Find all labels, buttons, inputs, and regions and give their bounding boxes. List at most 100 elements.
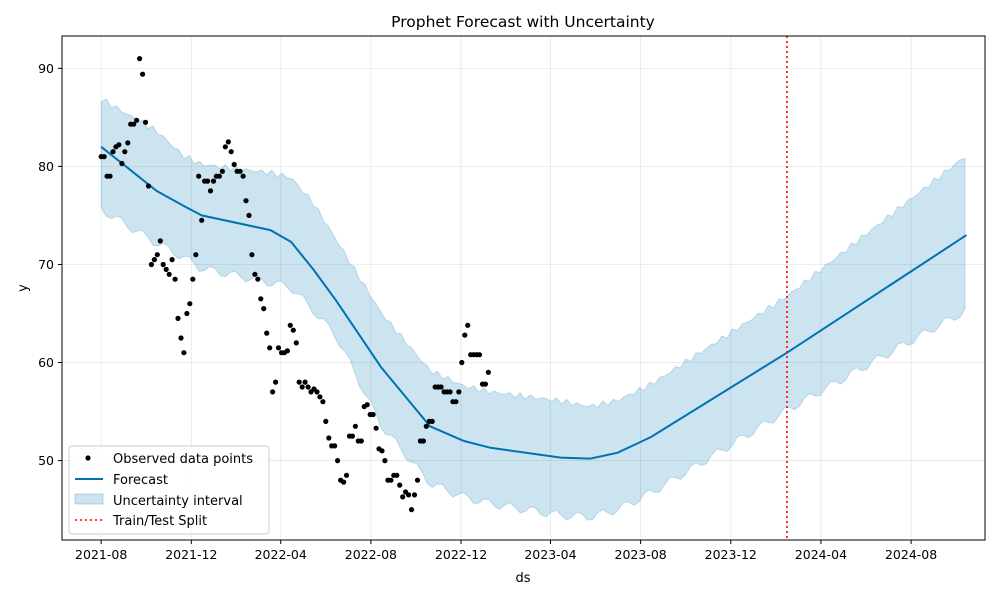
observed-point — [394, 472, 400, 478]
observed-point — [476, 352, 483, 358]
observed-point — [166, 271, 172, 277]
x-tick-label: 2023-12 — [705, 547, 757, 562]
observed-point — [364, 402, 370, 408]
observed-point — [305, 384, 311, 390]
observed-point — [320, 399, 326, 405]
observed-point — [293, 340, 299, 346]
legend-split-label: Train/Test Split — [112, 514, 207, 529]
observed-point — [411, 492, 418, 498]
observed-point — [101, 154, 107, 160]
observed-point — [456, 389, 462, 395]
observed-point — [131, 121, 137, 127]
observed-point — [388, 477, 394, 483]
observed-point — [134, 117, 140, 123]
observed-point — [408, 507, 415, 513]
y-tick-label: 80 — [38, 159, 54, 174]
observed-point — [196, 173, 202, 179]
observed-point — [160, 261, 166, 268]
observed-point — [370, 411, 376, 418]
observed-point — [231, 161, 237, 168]
observed-point — [210, 178, 217, 184]
observed-point — [341, 479, 347, 485]
observed-point — [275, 345, 282, 351]
observed-point — [299, 384, 305, 390]
observed-point — [264, 330, 270, 336]
observed-point — [237, 168, 243, 174]
observed-point — [163, 266, 169, 272]
observed-point — [414, 477, 421, 483]
observed-point — [207, 188, 214, 194]
observed-point — [406, 492, 412, 498]
observed-point — [140, 71, 146, 77]
observed-point — [317, 394, 323, 400]
x-tick-label: 2023-04 — [524, 547, 576, 562]
observed-point — [181, 350, 187, 356]
observed-point — [382, 458, 388, 464]
observed-point — [302, 379, 308, 385]
observed-points — [98, 56, 491, 513]
observed-point — [228, 149, 234, 155]
legend-uncertainty-swatch — [74, 493, 104, 505]
observed-point — [240, 173, 246, 179]
x-tick-label: 2021-08 — [75, 547, 127, 562]
observed-point — [225, 139, 231, 145]
legend: Observed data points Forecast Uncertaint… — [68, 445, 270, 535]
plot-frame — [61, 35, 986, 541]
observed-point — [459, 359, 465, 366]
observed-point — [175, 315, 181, 321]
observed-point — [193, 252, 199, 258]
x-tick-label: 2024-04 — [795, 547, 847, 562]
observed-point — [438, 384, 444, 390]
observed-point — [219, 168, 225, 174]
observed-point — [184, 310, 190, 317]
observed-point — [169, 257, 175, 263]
y-tick-label: 60 — [38, 355, 54, 370]
forecast-line — [100, 146, 968, 460]
observed-point — [482, 381, 488, 387]
observed-point — [255, 276, 261, 282]
legend-uncertainty-label: Uncertainty interval — [113, 494, 243, 509]
x-tick-label: 2022-08 — [345, 547, 397, 562]
observed-point — [335, 458, 341, 464]
observed-point — [243, 198, 249, 204]
observed-point — [119, 160, 125, 167]
x-tick-label: 2022-12 — [435, 547, 487, 562]
observed-point — [172, 276, 178, 282]
observed-point — [199, 217, 205, 223]
y-axis-label: y — [16, 284, 31, 292]
observed-point — [326, 435, 332, 441]
observed-point — [142, 119, 149, 125]
observed-point — [267, 345, 273, 351]
observed-point — [116, 142, 122, 148]
x-tick-label: 2021-12 — [165, 547, 217, 562]
observed-point — [187, 301, 193, 307]
observed-point — [343, 472, 350, 478]
observed-point — [290, 327, 296, 333]
observed-point — [258, 296, 264, 302]
grid-lines — [62, 36, 985, 540]
observed-point — [125, 140, 131, 146]
observed-point — [110, 149, 116, 155]
observed-point — [252, 271, 258, 277]
observed-point — [157, 238, 163, 244]
observed-point — [190, 276, 196, 282]
y-tick-label: 50 — [38, 453, 54, 468]
observed-point — [216, 173, 222, 179]
observed-point — [178, 335, 184, 341]
x-tick-label: 2022-04 — [255, 547, 307, 562]
observed-point — [154, 252, 160, 258]
observed-point — [270, 389, 276, 395]
observed-point — [249, 252, 255, 258]
observed-point — [453, 399, 459, 405]
observed-point — [447, 389, 453, 395]
y-axis-ticks: 50 60 70 80 90 — [38, 61, 62, 468]
observed-point — [107, 173, 113, 179]
x-axis-label: ds — [515, 571, 530, 586]
observed-point — [314, 389, 320, 395]
observed-point — [423, 423, 429, 429]
observed-point — [332, 443, 338, 449]
observed-point — [323, 418, 329, 424]
observed-point — [205, 178, 211, 184]
observed-point — [358, 438, 364, 444]
